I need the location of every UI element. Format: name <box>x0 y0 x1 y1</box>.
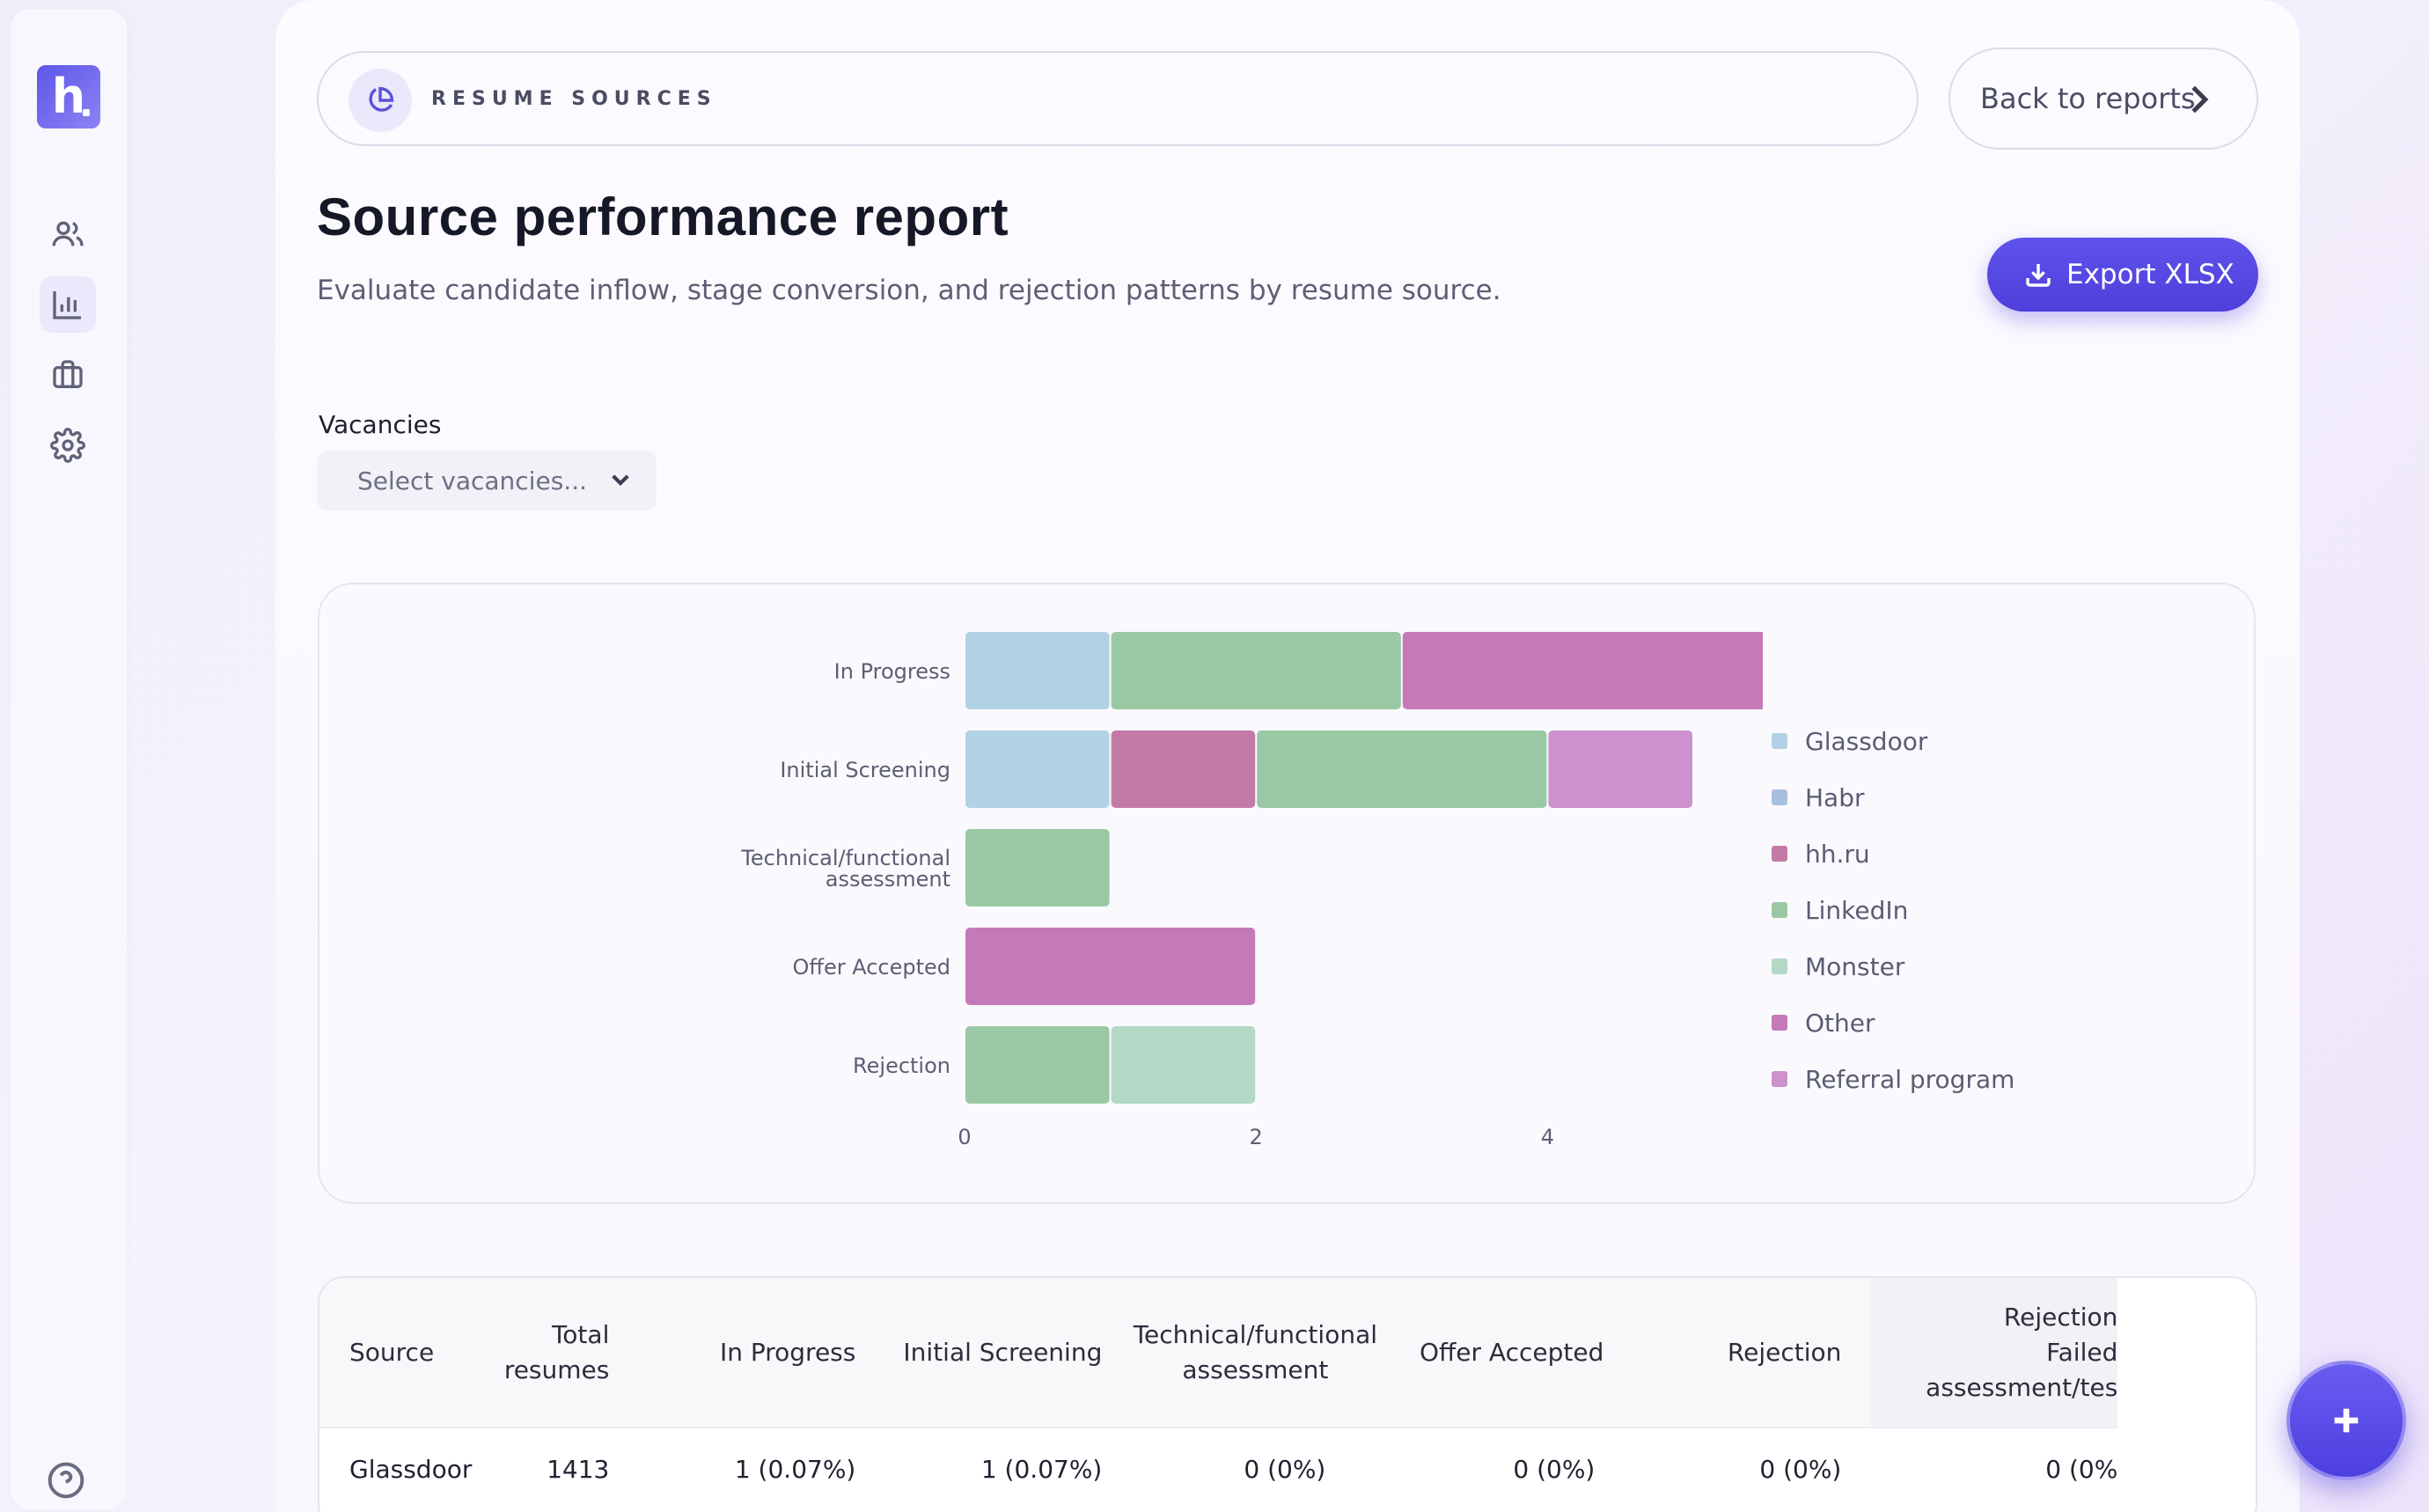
legend-label: LinkedIn <box>1805 895 1909 925</box>
legend-swatch <box>1772 958 1787 974</box>
users-icon <box>52 221 84 246</box>
legend-swatch <box>1772 733 1787 749</box>
sidebar-item-settings[interactable] <box>40 417 96 473</box>
app-logo[interactable]: h <box>37 65 100 128</box>
sidebar-item-vacancies[interactable] <box>40 347 96 403</box>
help-circle-icon <box>48 1462 84 1499</box>
chevron-down-icon <box>612 474 629 487</box>
legend-item[interactable]: Other <box>1772 995 2014 1051</box>
bar-segment-hh-ru[interactable] <box>1111 730 1256 808</box>
legend-label: Other <box>1805 1008 1875 1038</box>
plus-icon <box>2334 1408 2359 1433</box>
column-header[interactable]: Total resumes <box>472 1278 640 1428</box>
legend-label: Habr <box>1805 782 1865 812</box>
y-tick-label: assessment <box>826 867 950 892</box>
table-cell: Glassdoor <box>319 1427 473 1510</box>
column-header[interactable]: Technical/functional assessment <box>1132 1278 1379 1428</box>
download-icon <box>2026 264 2051 287</box>
export-xlsx-button[interactable]: Export XLSX <box>1987 238 2258 312</box>
bar-segment-linkedin[interactable] <box>965 1026 1110 1104</box>
legend-item[interactable]: Glassdoor <box>1772 713 2014 769</box>
column-header[interactable]: Source <box>319 1278 473 1428</box>
legend-label: hh.ru <box>1805 839 1870 869</box>
gear-icon <box>50 428 85 463</box>
chart-legend: Glassdoor Habr hh.ru LinkedIn Monster Other Re… <box>1772 713 2014 1107</box>
sidebar-item-reports[interactable] <box>40 276 96 333</box>
stacked-bar-chart: In Progress Initial Screening Technical/fu… <box>740 632 1763 1149</box>
column-header[interactable]: Offer Accepted <box>1378 1278 1625 1428</box>
y-tick-label: Offer Accepted <box>793 955 950 980</box>
legend-label: Monster <box>1805 951 1905 981</box>
bar-segment-other[interactable] <box>1402 632 1763 709</box>
chevron-right-icon <box>2191 85 2209 114</box>
table-row[interactable]: Glassdoor 1413 1 (0.07%) 1 (0.07%) 0 (0%) 0 (… <box>319 1427 2118 1510</box>
bar-segment-monster[interactable] <box>1111 1026 1256 1104</box>
main-content: RESUME SOURCES Back to reports Source pe… <box>275 0 2300 1512</box>
chart-card: In Progress Initial Screening Technical/fu… <box>318 583 2256 1204</box>
y-tick-label: Initial Screening <box>780 758 950 782</box>
pie-chart-icon-wrapper <box>349 69 412 132</box>
source-table-card: Source Total resumes In Progress Initial Sc… <box>318 1276 2257 1512</box>
legend-swatch <box>1772 1015 1787 1031</box>
legend-item[interactable]: Habr <box>1772 769 2014 826</box>
bar-segment-glassdoor[interactable] <box>965 632 1110 709</box>
logo-letter: h <box>51 69 86 124</box>
legend-swatch <box>1772 1071 1787 1087</box>
logo-dot <box>83 109 90 116</box>
bar-segment-linkedin[interactable] <box>1111 632 1401 709</box>
table-cell: 0 (0%) <box>1378 1427 1625 1510</box>
section-label: RESUME SOURCES <box>431 88 717 110</box>
bar-segment-linkedin[interactable] <box>965 829 1110 906</box>
column-header[interactable]: Rejection <box>1625 1278 1872 1428</box>
page-subtitle: Evaluate candidate inflow, stage convers… <box>317 275 1501 306</box>
table-cell: 1 (0.07%) <box>885 1427 1133 1510</box>
section-header: RESUME SOURCES <box>317 51 1919 146</box>
table-cell: 1413 <box>472 1427 640 1510</box>
legend-item[interactable]: hh.ru <box>1772 826 2014 882</box>
bar-chart-icon <box>53 291 81 319</box>
page-title: Source performance report <box>317 187 1009 246</box>
briefcase-icon <box>53 360 83 388</box>
bar-segment-glassdoor[interactable] <box>965 730 1110 808</box>
table-cell: 0 (0%) <box>1132 1427 1379 1510</box>
export-label: Export XLSX <box>2066 259 2235 290</box>
sidebar: h <box>11 9 127 1509</box>
column-header[interactable]: In Progress <box>639 1278 886 1428</box>
legend-label: Glassdoor <box>1805 726 1928 756</box>
legend-item[interactable]: Referral program <box>1772 1051 2014 1107</box>
x-tick-label: 0 <box>958 1125 971 1149</box>
legend-swatch <box>1772 789 1787 805</box>
x-tick-label: 2 <box>1250 1125 1263 1149</box>
bar-segment-referral-program[interactable] <box>1548 730 1692 808</box>
column-header[interactable]: Initial Screening <box>885 1278 1133 1428</box>
legend-swatch <box>1772 902 1787 918</box>
legend-item[interactable]: LinkedIn <box>1772 882 2014 938</box>
table-cell: 1 (0.07%) <box>639 1427 886 1510</box>
back-to-reports-label: Back to reports <box>1980 82 2196 115</box>
add-fab-button[interactable] <box>2286 1361 2406 1480</box>
column-header[interactable]: Rejection Failed assessment/tes <box>1871 1278 2118 1428</box>
legend-label: Referral program <box>1805 1064 2015 1094</box>
y-tick-label: Rejection <box>853 1053 950 1078</box>
y-tick-label: Technical/functional <box>740 846 950 870</box>
table-cell: 0 (0% <box>1871 1427 2118 1510</box>
x-tick-label: 4 <box>1541 1125 1554 1149</box>
y-tick-label: In Progress <box>834 659 950 684</box>
table-header-row: Source Total resumes In Progress Initial Sc… <box>319 1278 2118 1428</box>
bar-segment-other[interactable] <box>965 928 1256 1005</box>
bar-segment-linkedin[interactable] <box>1257 730 1547 808</box>
vacancies-placeholder: Select vacancies... <box>357 466 587 495</box>
legend-swatch <box>1772 846 1787 862</box>
pie-chart-icon <box>369 86 394 112</box>
help-button[interactable] <box>47 1461 85 1500</box>
vacancies-label: Vacancies <box>319 410 442 439</box>
source-table: Source Total resumes In Progress Initial Sc… <box>319 1278 2118 1510</box>
table-cell: 0 (0%) <box>1625 1427 1872 1510</box>
back-to-reports-button[interactable]: Back to reports <box>1948 48 2258 150</box>
legend-item[interactable]: Monster <box>1772 938 2014 995</box>
sidebar-item-candidates[interactable] <box>40 206 96 262</box>
vacancies-select[interactable]: Select vacancies... <box>317 451 657 510</box>
